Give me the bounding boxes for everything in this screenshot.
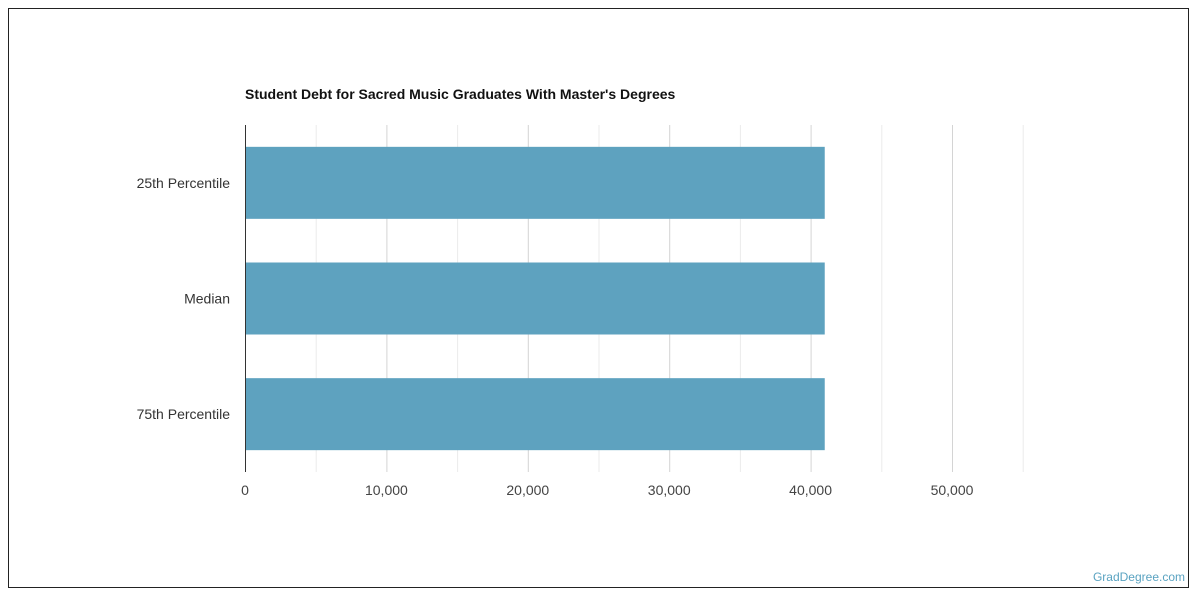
bars — [245, 146, 825, 451]
x-tick-label: 20,000 — [506, 482, 549, 498]
bar-median — [245, 262, 825, 335]
bar-25th-percentile — [245, 146, 825, 219]
x-tick-labels: 0 10,000 20,000 30,000 40,000 50,000 — [241, 482, 974, 498]
category-labels: 25th Percentile Median 75th Percentile — [137, 175, 231, 422]
x-tick-label: 50,000 — [931, 482, 974, 498]
chart-title: Student Debt for Sacred Music Graduates … — [245, 86, 676, 102]
x-tick-label: 0 — [241, 482, 249, 498]
category-label: Median — [184, 291, 230, 307]
watermark-link[interactable]: GradDegree.com — [1092, 570, 1185, 584]
category-label: 75th Percentile — [137, 406, 231, 422]
x-tick-label: 30,000 — [648, 482, 691, 498]
x-tick-label: 10,000 — [365, 482, 408, 498]
x-tick-label: 40,000 — [789, 482, 832, 498]
category-label: 25th Percentile — [137, 175, 231, 191]
bar-75th-percentile — [245, 378, 825, 451]
